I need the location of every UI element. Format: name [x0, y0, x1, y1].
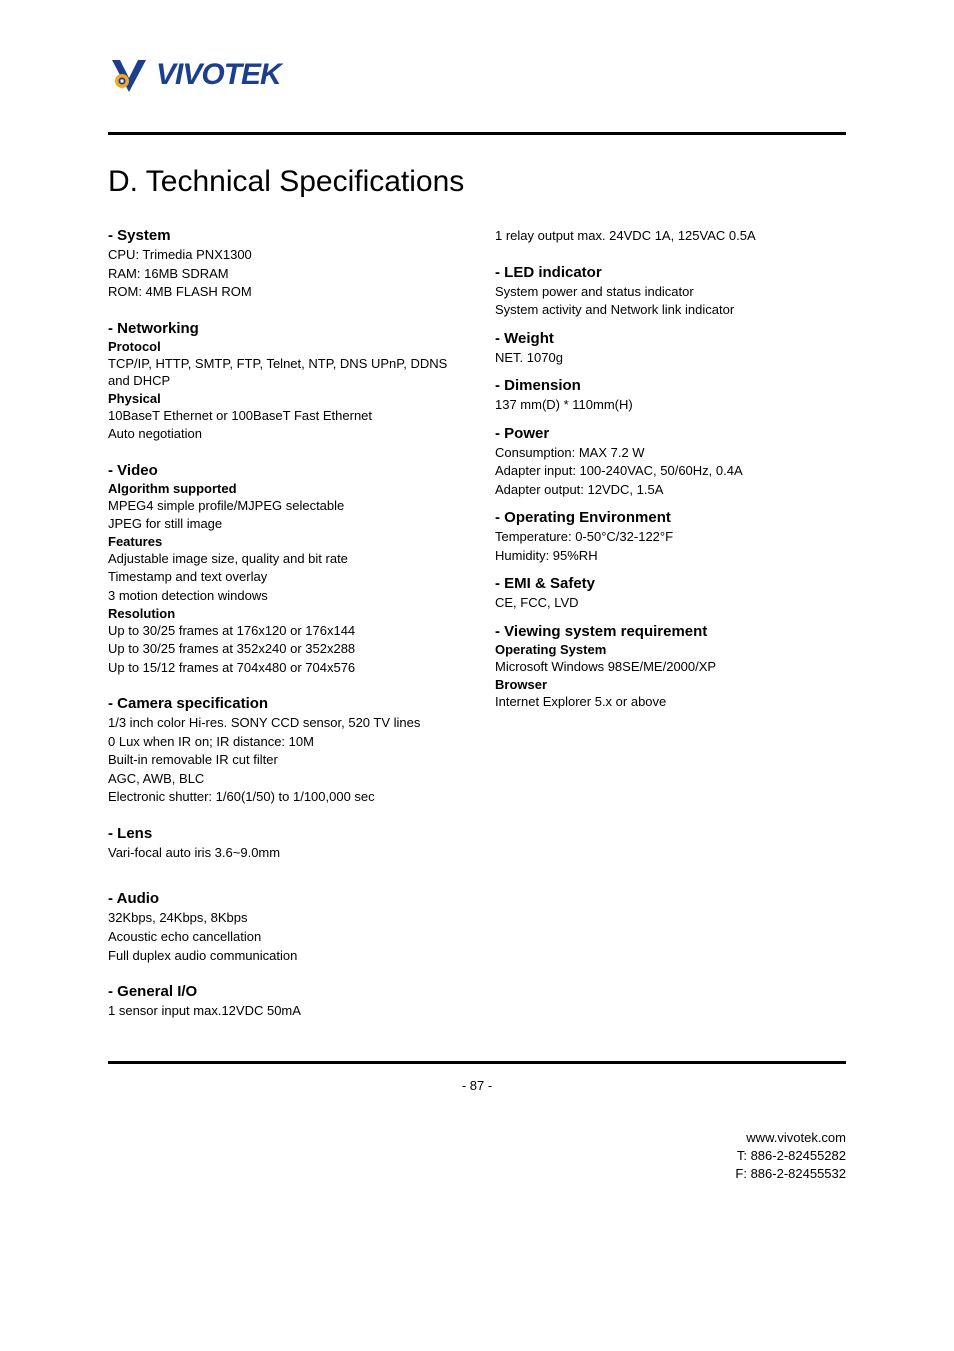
header-divider — [108, 132, 846, 135]
browser-line: Internet Explorer 5.x or above — [495, 693, 846, 711]
camera-line: AGC, AWB, BLC — [108, 770, 459, 788]
emi-line: CE, FCC, LVD — [495, 594, 846, 612]
system-line: ROM: 4MB FLASH ROM — [108, 283, 459, 301]
camera-line: Built-in removable IR cut filter — [108, 751, 459, 769]
heading-general-io: - General I/O — [108, 983, 459, 1000]
power-line: Consumption: MAX 7.2 W — [495, 444, 846, 462]
subheading-features: Features — [108, 534, 459, 549]
heading-audio: - Audio — [108, 890, 459, 907]
lens-line: Vari-focal auto iris 3.6~9.0mm — [108, 844, 459, 862]
heading-video: - Video — [108, 462, 459, 479]
heading-power: - Power — [495, 425, 846, 442]
features-line: Timestamp and text overlay — [108, 568, 459, 586]
protocol-line: TCP/IP, HTTP, SMTP, FTP, Telnet, NTP, DN… — [108, 355, 459, 390]
page-title: D. Technical Specifications — [108, 165, 894, 199]
heading-emi: - EMI & Safety — [495, 575, 846, 592]
physical-line: 10BaseT Ethernet or 100BaseT Fast Ethern… — [108, 407, 459, 425]
subheading-os: Operating System — [495, 642, 846, 657]
env-line: Humidity: 95%RH — [495, 547, 846, 565]
brand-name: VIVOTEK — [156, 58, 281, 92]
camera-line: 1/3 inch color Hi-res. SONY CCD sensor, … — [108, 714, 459, 732]
footer: www.vivotek.com T: 886-2-82455282 F: 886… — [60, 1129, 846, 1184]
weight-line: NET. 1070g — [495, 349, 846, 367]
dimension-line: 137 mm(D) * 110mm(H) — [495, 396, 846, 414]
spec-columns: - System CPU: Trimedia PNX1300 RAM: 16MB… — [108, 227, 846, 1021]
heading-camera: - Camera specification — [108, 695, 459, 712]
features-line: Adjustable image size, quality and bit r… — [108, 550, 459, 568]
heading-weight: - Weight — [495, 330, 846, 347]
heading-lens: - Lens — [108, 825, 459, 842]
resolution-line: Up to 30/25 frames at 176x120 or 176x144 — [108, 622, 459, 640]
gio-line: 1 sensor input max.12VDC 50mA — [108, 1002, 459, 1020]
algo-line: MPEG4 simple profile/MJPEG selectable — [108, 497, 459, 515]
vivotek-logo-icon — [108, 54, 150, 96]
subheading-algorithm: Algorithm supported — [108, 481, 459, 496]
subheading-physical: Physical — [108, 391, 459, 406]
heading-environment: - Operating Environment — [495, 509, 846, 526]
system-line: RAM: 16MB SDRAM — [108, 265, 459, 283]
features-line: 3 motion detection windows — [108, 587, 459, 605]
footer-url: www.vivotek.com — [60, 1129, 846, 1147]
system-line: CPU: Trimedia PNX1300 — [108, 246, 459, 264]
heading-dimension: - Dimension — [495, 377, 846, 394]
audio-line: 32Kbps, 24Kbps, 8Kbps — [108, 909, 459, 927]
page-number: - 87 - — [60, 1078, 894, 1093]
brand-logo: VIVOTEK — [108, 54, 894, 96]
resolution-line: Up to 30/25 frames at 352x240 or 352x288 — [108, 640, 459, 658]
camera-line: Electronic shutter: 1/60(1/50) to 1/100,… — [108, 788, 459, 806]
heading-networking: - Networking — [108, 320, 459, 337]
power-line: Adapter input: 100-240VAC, 50/60Hz, 0.4A — [495, 462, 846, 480]
subheading-protocol: Protocol — [108, 339, 459, 354]
audio-line: Full duplex audio communication — [108, 947, 459, 965]
audio-line: Acoustic echo cancellation — [108, 928, 459, 946]
camera-line: 0 Lux when IR on; IR distance: 10M — [108, 733, 459, 751]
subheading-resolution: Resolution — [108, 606, 459, 621]
heading-viewing: - Viewing system requirement — [495, 623, 846, 640]
left-column: - System CPU: Trimedia PNX1300 RAM: 16MB… — [108, 227, 459, 1021]
heading-system: - System — [108, 227, 459, 244]
footer-fax: F: 886-2-82455532 — [60, 1165, 846, 1183]
footer-divider — [108, 1061, 846, 1064]
right-column: 1 relay output max. 24VDC 1A, 125VAC 0.5… — [495, 227, 846, 1021]
os-line: Microsoft Windows 98SE/ME/2000/XP — [495, 658, 846, 676]
physical-line: Auto negotiation — [108, 425, 459, 443]
subheading-browser: Browser — [495, 677, 846, 692]
led-line: System activity and Network link indicat… — [495, 301, 846, 319]
heading-led: - LED indicator — [495, 264, 846, 281]
led-line: System power and status indicator — [495, 283, 846, 301]
env-line: Temperature: 0-50°C/32-122°F — [495, 528, 846, 546]
power-line: Adapter output: 12VDC, 1.5A — [495, 481, 846, 499]
algo-line: JPEG for still image — [108, 515, 459, 533]
footer-tel: T: 886-2-82455282 — [60, 1147, 846, 1165]
gio-cont-line: 1 relay output max. 24VDC 1A, 125VAC 0.5… — [495, 227, 846, 245]
resolution-line: Up to 15/12 frames at 704x480 or 704x576 — [108, 659, 459, 677]
